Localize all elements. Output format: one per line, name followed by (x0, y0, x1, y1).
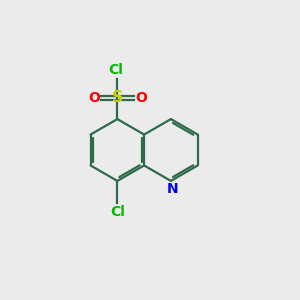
Text: O: O (88, 91, 100, 105)
Text: S: S (112, 90, 123, 105)
Text: O: O (135, 91, 147, 105)
Text: N: N (167, 182, 178, 197)
Text: Cl: Cl (108, 63, 123, 77)
Text: Cl: Cl (110, 206, 125, 219)
